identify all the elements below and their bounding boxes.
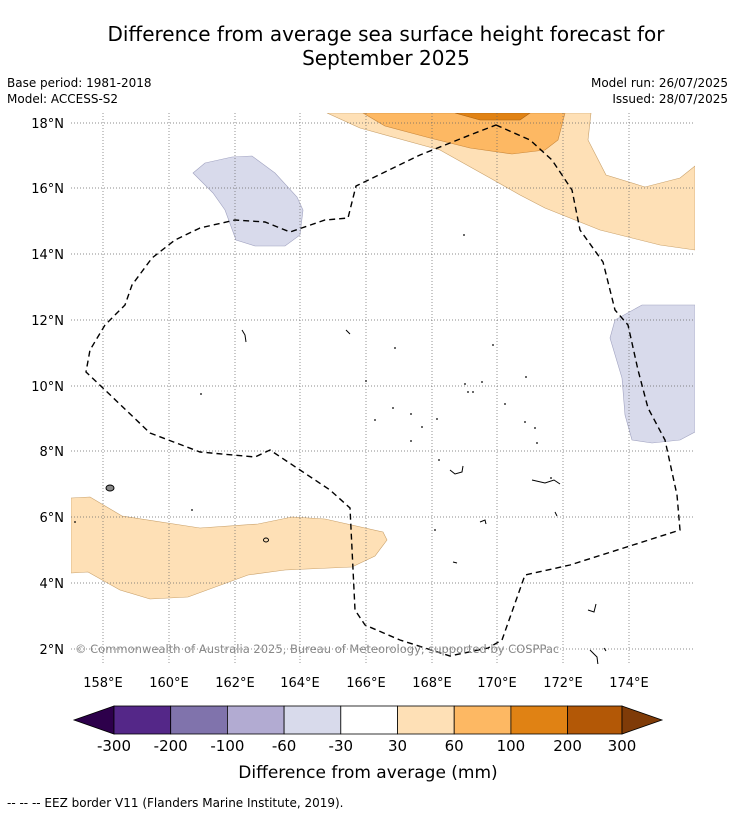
lon-tick-172e: 172°E <box>543 676 583 691</box>
lon-tick-170e: 170°E <box>477 676 517 691</box>
cb-tick-60: 60 <box>445 737 464 755</box>
cb-tick-30: 30 <box>388 737 407 755</box>
colorbar-bin-6 <box>397 705 455 735</box>
cb-tick-neg30: -30 <box>329 737 354 755</box>
cb-tick-neg200: -200 <box>154 737 188 755</box>
colorbar-label: Difference from average (mm) <box>238 763 497 783</box>
lat-tick-16n: 16°N <box>31 182 64 197</box>
colorbar-bin-2 <box>170 705 228 735</box>
model-run-label: Model run: 26/07/2025 <box>590 76 728 90</box>
lat-tick-6n: 6°N <box>40 511 65 526</box>
lon-tick-160e: 160°E <box>149 676 189 691</box>
colorbar-bin-7 <box>453 705 512 735</box>
colorbar-bin-8 <box>510 705 568 735</box>
colorbar-bin-1 <box>113 705 172 735</box>
meta-left: Base period: 1981-2018 Model: ACCESS-S2 <box>7 75 152 107</box>
meta-right: Model run: 26/07/2025 Issued: 28/07/2025 <box>591 75 728 107</box>
lat-grid <box>71 122 695 650</box>
cb-tick-neg300: -300 <box>97 737 131 755</box>
title-line-2: September 2025 <box>302 46 470 70</box>
anomaly-region-30-60-south <box>71 496 388 600</box>
lat-tick-8n: 8°N <box>40 445 65 460</box>
colorbar-bin-4 <box>283 705 342 735</box>
colorbar-tick-labels: -300 -200 -100 -60 -30 30 60 100 200 300 <box>97 737 636 755</box>
lat-tick-14n: 14°N <box>31 248 64 263</box>
lon-tick-162e: 162°E <box>215 676 255 691</box>
eez-border <box>85 124 681 657</box>
colorbar-extend-low <box>72 705 115 735</box>
lat-tick-2n: 2°N <box>40 643 65 658</box>
island-dots <box>74 234 552 531</box>
lat-tick-10n: 10°N <box>31 380 64 395</box>
lat-tick-labels: 2°N 4°N 6°N 8°N 10°N 12°N 14°N 16°N 18°N <box>31 117 64 658</box>
cb-tick-neg100: -100 <box>210 737 244 755</box>
cb-tick-100: 100 <box>497 737 526 755</box>
eez-legend-footer: -- -- -- EEZ border V11 (Flanders Marine… <box>7 796 344 810</box>
map-panel: © Commonwealth of Australia 2025, Bureau… <box>71 113 695 664</box>
anomaly-region-neg-east <box>609 304 695 444</box>
issued-label: Issued: 28/07/2025 <box>612 92 728 106</box>
model-label: Model: ACCESS-S2 <box>7 92 119 106</box>
colorbar-bin-3 <box>226 705 285 735</box>
cb-tick-300: 300 <box>608 737 637 755</box>
colorbar-bin-9 <box>567 705 623 735</box>
colorbar-extend-high <box>621 705 664 735</box>
lon-tick-labels: 158°E 160°E 162°E 164°E 166°E 168°E 170°… <box>83 676 649 691</box>
lon-grid <box>102 113 630 664</box>
title-line-1: Difference from average sea surface heig… <box>107 22 665 46</box>
base-period-label: Base period: 1981-2018 <box>7 76 152 90</box>
lat-tick-12n: 12°N <box>31 314 64 329</box>
colorbar-bin-5 <box>340 705 398 735</box>
lon-tick-158e: 158°E <box>83 676 123 691</box>
lat-tick-4n: 4°N <box>40 577 65 592</box>
islands <box>105 329 607 664</box>
cb-tick-200: 200 <box>553 737 582 755</box>
lon-tick-164e: 164°E <box>280 676 320 691</box>
map-title: Difference from average sea surface heig… <box>40 22 732 70</box>
lon-tick-174e: 174°E <box>609 676 649 691</box>
lon-tick-168e: 168°E <box>412 676 452 691</box>
anomaly-region-30-60-north <box>326 113 695 251</box>
cb-tick-neg60: -60 <box>272 737 297 755</box>
lat-tick-18n: 18°N <box>31 117 64 132</box>
copyright-text: © Commonwealth of Australia 2025, Bureau… <box>75 642 559 656</box>
anomaly-region-100-200-north <box>454 113 531 121</box>
lon-tick-166e: 166°E <box>346 676 386 691</box>
anomaly-region-neg-north <box>192 155 304 247</box>
colorbar <box>72 705 664 735</box>
